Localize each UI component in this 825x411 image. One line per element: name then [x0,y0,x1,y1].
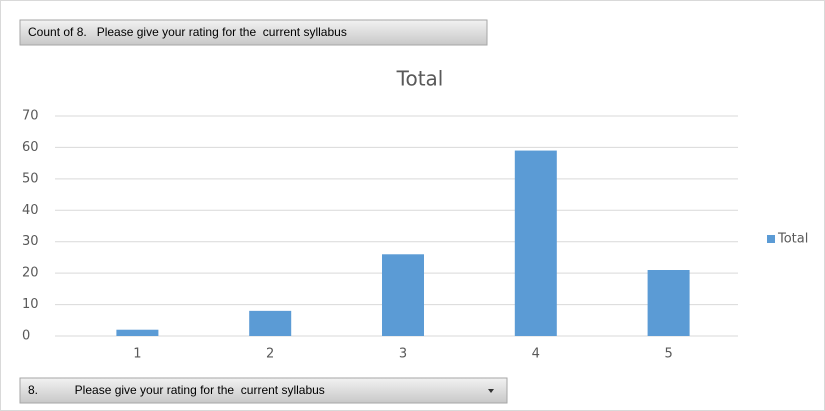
axis-field-button[interactable] [19,377,508,404]
bar [382,254,424,336]
x-tick-label: 3 [399,347,407,362]
legend-label: Total [777,232,808,247]
axis-field-label: 8. Please give your rating for the curre… [28,383,325,397]
value-field-label: Count of 8. Please give your rating for … [28,25,347,39]
chart-title: Total [396,67,444,91]
y-tick-label: 10 [22,297,39,312]
x-tick-label: 1 [133,347,141,362]
y-tick-label: 30 [22,234,39,249]
y-tick-label: 40 [22,203,39,218]
dropdown-arrow[interactable] [488,389,494,393]
legend-swatch [767,235,775,243]
bar [514,150,557,336]
y-tick-label: 20 [22,266,39,281]
bar [249,310,292,336]
bar [116,329,159,336]
value-field-button[interactable] [19,19,488,46]
y-tick-label: 70 [22,109,39,124]
x-tick-label: 5 [664,347,672,362]
y-tick-label: 0 [22,329,30,344]
bar [647,270,690,336]
y-tick-label: 60 [22,140,39,155]
x-tick-label: 4 [532,347,540,362]
y-tick-label: 50 [22,171,39,186]
x-tick-label: 2 [266,347,274,362]
